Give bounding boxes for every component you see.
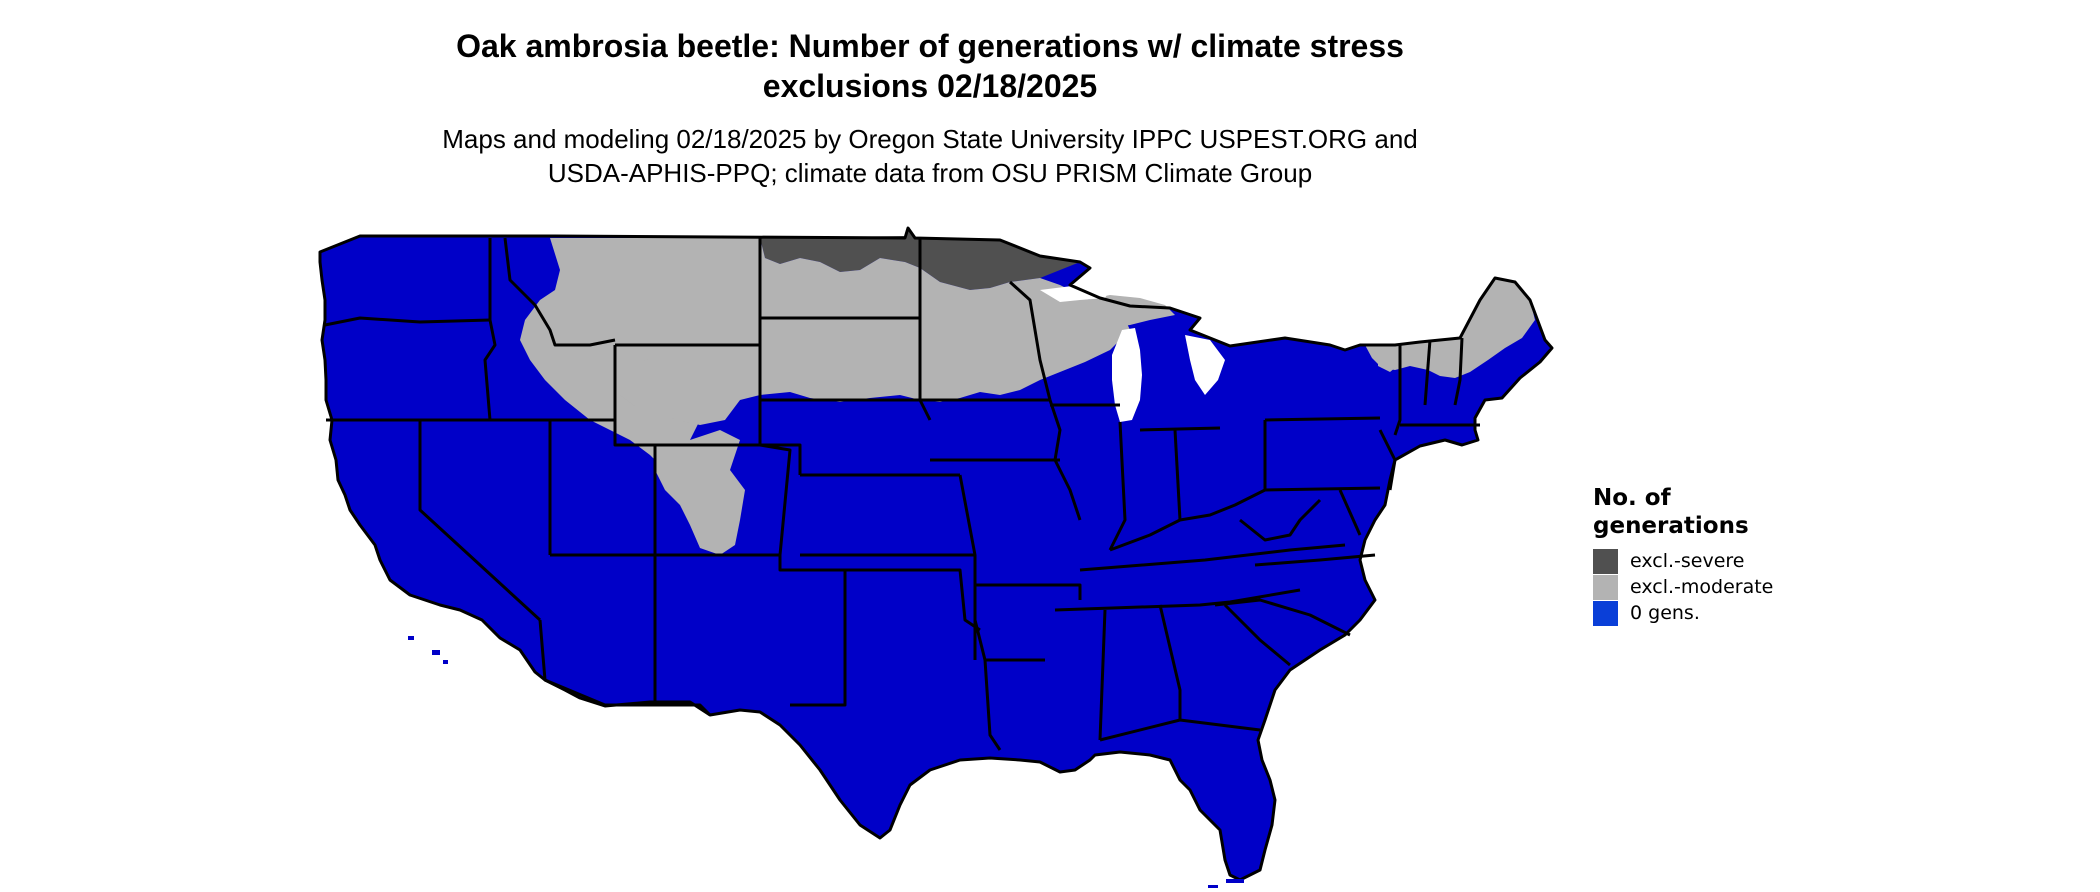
legend-swatch-0-gens xyxy=(1593,600,1618,626)
legend-item-excl-severe: excl.-severe xyxy=(1593,548,1853,574)
state-boundaries xyxy=(318,226,1554,882)
map-title-line-1: Oak ambrosia beetle: Number of generatio… xyxy=(456,28,1404,64)
lake-superior xyxy=(1040,285,1110,302)
legend: No. of generations excl.-severe excl.-mo… xyxy=(1593,484,1853,626)
legend-swatch-excl-severe xyxy=(1593,548,1618,574)
map-title-line-2: exclusions 02/18/2025 xyxy=(762,68,1098,104)
legend-title-line-2: generations xyxy=(1593,513,1749,539)
map-subtitle-line-2: USDA-APHIS-PPQ; climate data from OSU PR… xyxy=(547,158,1313,188)
lake-michigan xyxy=(1112,328,1142,422)
moderate-exclusion-colorado-rockies xyxy=(655,430,745,555)
moderate-exclusion-upper-peninsula xyxy=(1085,295,1175,328)
legend-swatch-excl-moderate xyxy=(1593,574,1618,600)
moderate-exclusion-northeast xyxy=(1365,278,1535,378)
legend-label-excl-moderate: excl.-moderate xyxy=(1630,576,1774,598)
coastal-islands xyxy=(408,636,1244,888)
legend-label-0-gens: 0 gens. xyxy=(1630,602,1700,624)
legend-label-excl-severe: excl.-severe xyxy=(1630,550,1745,572)
legend-title: No. of generations xyxy=(1593,484,1853,540)
moderate-exclusion-wyoming-basin xyxy=(615,355,740,425)
legend-title-line-1: No. of xyxy=(1593,485,1671,511)
legend-item-0-gens: 0 gens. xyxy=(1593,600,1853,626)
legend-item-excl-moderate: excl.-moderate xyxy=(1593,574,1853,600)
map-subtitle-line-1: Maps and modeling 02/18/2025 by Oregon S… xyxy=(442,124,1418,154)
moderate-exclusion-adirondacks xyxy=(1378,348,1402,372)
lake-huron xyxy=(1185,335,1225,395)
